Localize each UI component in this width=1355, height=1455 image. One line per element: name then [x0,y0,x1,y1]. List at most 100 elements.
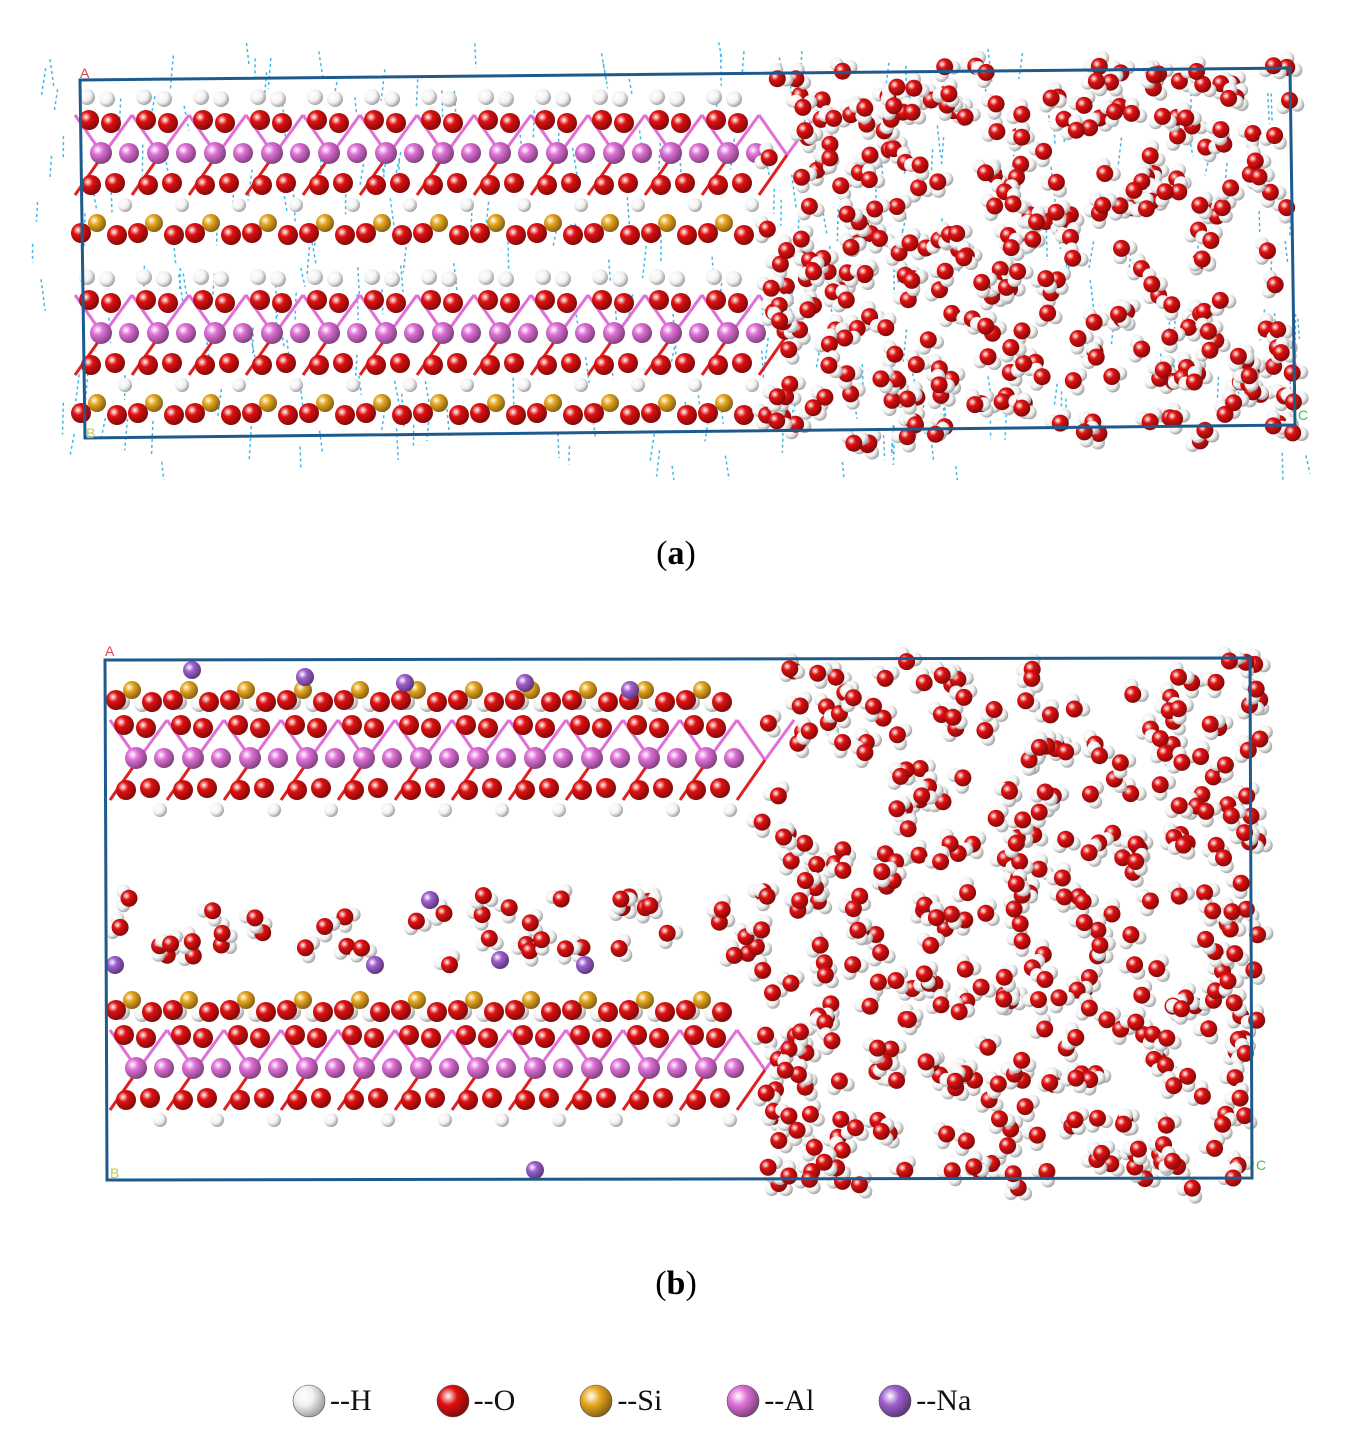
atom-al [261,142,283,164]
hbond-line [318,430,324,454]
hbond-line [822,212,828,236]
atom-al [610,1058,630,1078]
atom-o [1009,263,1027,280]
atom-o [390,353,410,373]
atom-o [552,890,570,908]
atom-o [1175,836,1192,854]
atom-o [158,293,178,313]
atom-o [1087,72,1105,90]
hbond-line [426,410,431,442]
atom-h [175,198,189,212]
hbond-line [356,294,360,321]
hbond-line [815,340,822,368]
atom-o [278,405,298,425]
atom-si [544,214,562,232]
atom-h [592,269,608,285]
hbond-line [885,62,890,87]
atom-o [1125,181,1143,199]
atom-o [869,973,887,991]
atom-o [856,265,874,282]
atom-al [546,322,568,344]
atom-o [833,1141,851,1159]
hbond-line [532,110,536,140]
atom-o [1126,956,1144,974]
molecules [105,646,1274,1204]
hbond-line [679,157,682,177]
atom-o [1028,213,1045,231]
atom-o [898,653,916,671]
atom-o [515,1090,535,1110]
atom-h [193,269,209,285]
atom-si [715,214,733,232]
atom-o [899,820,917,838]
atom-al [575,323,595,343]
atom-o [788,1121,806,1139]
atom-si [145,394,163,412]
atom-o [1269,321,1287,339]
legend-item-h: --H [290,1382,372,1420]
atom-o [1206,1139,1224,1157]
legend-label-na: --Na [916,1384,972,1417]
atom-o [1225,394,1243,412]
atom-o [391,690,411,710]
atom-o [1151,730,1169,748]
atom-o [107,225,127,245]
atom-o [768,412,786,430]
atom-o [1137,200,1155,218]
atom-o [942,905,960,923]
atom-o [521,914,539,932]
atom-si [237,681,255,699]
atom-al [461,143,481,163]
atom-o [1013,932,1031,950]
atom-o [448,690,468,710]
hbond-line [35,201,39,222]
atom-o [1033,368,1051,386]
atom-o [927,909,945,927]
atom-h [364,89,380,105]
atom-o [246,909,264,927]
atom-o [484,1002,504,1022]
atom-na [421,891,439,909]
atom-o [173,780,193,800]
atom-h [555,271,571,287]
atom-o [885,97,903,115]
atom-o [865,697,882,715]
atom-si [145,214,163,232]
atom-h [592,89,608,105]
atom-o [391,1000,411,1020]
atom-o [1011,853,1029,871]
atom-o [407,912,425,930]
atom-o [771,312,789,330]
atom-o [193,718,213,738]
atom-o [458,780,478,800]
atom-al [553,1058,573,1078]
atom-o [164,225,184,245]
atom-o [686,1090,706,1110]
hbond-line [861,364,864,392]
atom-al [154,748,174,768]
atom-o [850,1176,868,1194]
atom-o [1113,239,1130,257]
atom-o [287,780,307,800]
atom-o [1148,960,1166,978]
atom-al [239,747,261,769]
atom-o [809,664,827,682]
atom-o [706,290,726,310]
atom-o [929,173,947,191]
hbond-line [433,157,438,185]
atom-o [285,1025,305,1045]
atom-o [592,290,612,310]
atom-al [461,323,481,343]
atom-o [482,778,502,798]
atom-o [364,110,384,130]
atom-al [575,143,595,163]
atom-h [478,269,494,285]
atom-o [220,1000,240,1020]
hbond-line [389,198,396,231]
axis-label-a: A [105,643,115,659]
atom-al [204,322,226,344]
hbond-line [49,59,55,88]
atom-si [430,214,448,232]
atom-h [327,271,343,287]
atom-o [1127,853,1145,870]
